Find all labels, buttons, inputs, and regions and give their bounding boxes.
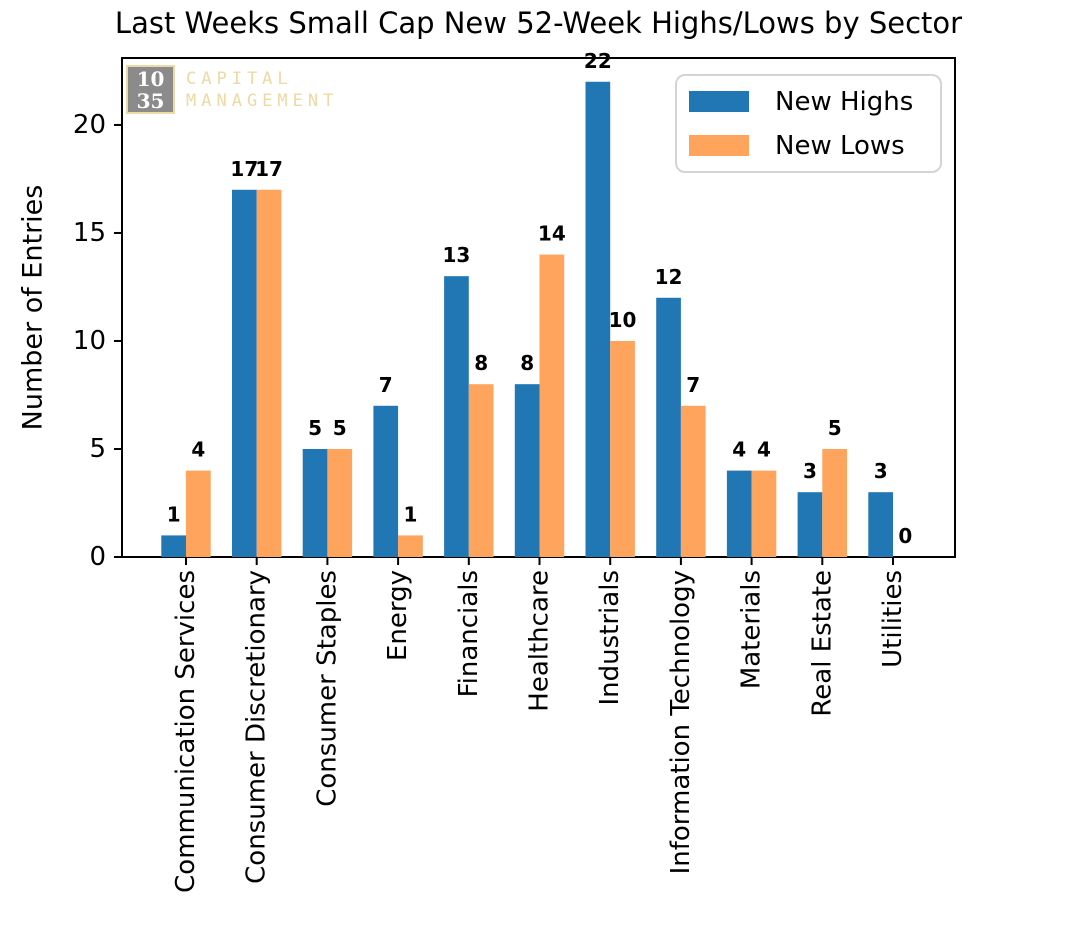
logo-badge: 10 35	[126, 65, 175, 114]
x-tick-label-healthcare: Healthcare	[525, 570, 555, 712]
bar-value-label: 4	[757, 438, 771, 462]
bar-value-label: 14	[538, 222, 566, 246]
bar-new-highs-real-estate	[797, 492, 823, 557]
bar-value-label: 8	[474, 351, 488, 375]
bar-new-lows-communication-services	[186, 470, 211, 557]
x-tick-label-consumer-staples: Consumer Staples	[312, 570, 342, 807]
bar-value-label: 3	[803, 459, 817, 483]
y-tick-label: 20	[73, 110, 106, 140]
bar-value-label: 8	[520, 351, 534, 375]
bar-value-label: 13	[443, 243, 471, 267]
bar-new-lows-materials	[751, 470, 777, 557]
logo-wordmark: CAPITAL MANAGEMENT	[186, 68, 338, 112]
legend: New Highs New Lows	[675, 74, 942, 173]
bar-value-label: 7	[379, 373, 393, 397]
bar-new-highs-communication-services	[161, 535, 186, 557]
bar-new-highs-consumer-discretionary	[232, 189, 257, 557]
bar-value-label: 10	[609, 308, 637, 332]
bar-new-lows-consumer-discretionary	[256, 189, 282, 557]
logo-badge-line2: 35	[136, 88, 165, 113]
bar-new-highs-materials	[726, 470, 752, 557]
bar-new-highs-utilities	[868, 492, 893, 557]
bar-new-highs-financials	[444, 276, 469, 557]
x-tick-label-utilities: Utilities	[878, 570, 908, 668]
bar-value-label: 5	[308, 416, 322, 440]
new-lows-swatch-icon	[689, 135, 749, 156]
bar-value-label: 4	[191, 438, 205, 462]
y-axis-title: Number of Entries	[18, 185, 49, 431]
x-tick-label-materials: Materials	[737, 570, 767, 689]
bar-new-highs-information-technology	[656, 297, 681, 557]
bar-value-label: 5	[828, 416, 842, 440]
new-highs-swatch-icon	[689, 91, 749, 112]
x-tick-label-communication-services: Communication Services	[171, 570, 201, 893]
bar-new-lows-energy	[398, 535, 423, 557]
x-tick-label-industrials: Industrials	[595, 570, 625, 705]
x-tick-label-consumer-discretionary: Consumer Discretionary	[242, 570, 272, 884]
logo-word-capital: CAPITAL	[186, 69, 293, 89]
legend-label-new-highs: New Highs	[775, 86, 914, 117]
bar-new-lows-industrials	[610, 340, 635, 557]
bar-new-highs-energy	[373, 405, 399, 557]
bar-new-lows-financials	[468, 384, 494, 557]
x-tick-label-information-technology: Information Technology	[666, 570, 696, 874]
bar-new-highs-healthcare	[514, 384, 540, 557]
bar-value-label: 17	[255, 157, 283, 181]
bar-new-lows-healthcare	[539, 254, 565, 558]
logo-word-management: MANAGEMENT	[186, 91, 339, 111]
legend-entry-new-highs: New Highs	[689, 83, 940, 121]
bar-value-label: 22	[584, 49, 612, 73]
x-tick-label-real-estate: Real Estate	[807, 570, 837, 717]
bar-value-label: 4	[732, 438, 746, 462]
bar-new-highs-industrials	[585, 81, 611, 557]
bar-value-label: 7	[686, 373, 700, 397]
x-tick-label-financials: Financials	[454, 570, 484, 697]
bar-new-lows-consumer-staples	[327, 448, 353, 557]
bar-value-label: 5	[333, 416, 347, 440]
chart-title: Last Weeks Small Cap New 52-Week Highs/L…	[114, 6, 963, 40]
y-tick-label: 10	[73, 326, 106, 356]
legend-label-new-lows: New Lows	[775, 130, 905, 161]
y-tick-label: 0	[89, 542, 106, 572]
bar-value-label: 17	[230, 157, 258, 181]
legend-entry-new-lows: New Lows	[689, 127, 940, 165]
bar-value-label: 12	[655, 265, 683, 289]
bar-new-lows-information-technology	[680, 405, 706, 557]
bar-value-label: 3	[874, 459, 888, 483]
bar-new-lows-real-estate	[822, 448, 847, 557]
bar-value-label: 0	[898, 524, 912, 548]
bar-value-label: 1	[167, 502, 181, 526]
logo-badge-line1: 10	[136, 66, 165, 91]
y-tick-label: 15	[73, 218, 106, 248]
x-tick-label-energy: Energy	[383, 570, 413, 661]
logo: 10 35 CAPITAL MANAGEMENT	[126, 65, 338, 114]
bar-value-label: 1	[403, 502, 417, 526]
bar-new-highs-consumer-staples	[302, 448, 328, 557]
y-tick-label: 5	[89, 434, 106, 464]
